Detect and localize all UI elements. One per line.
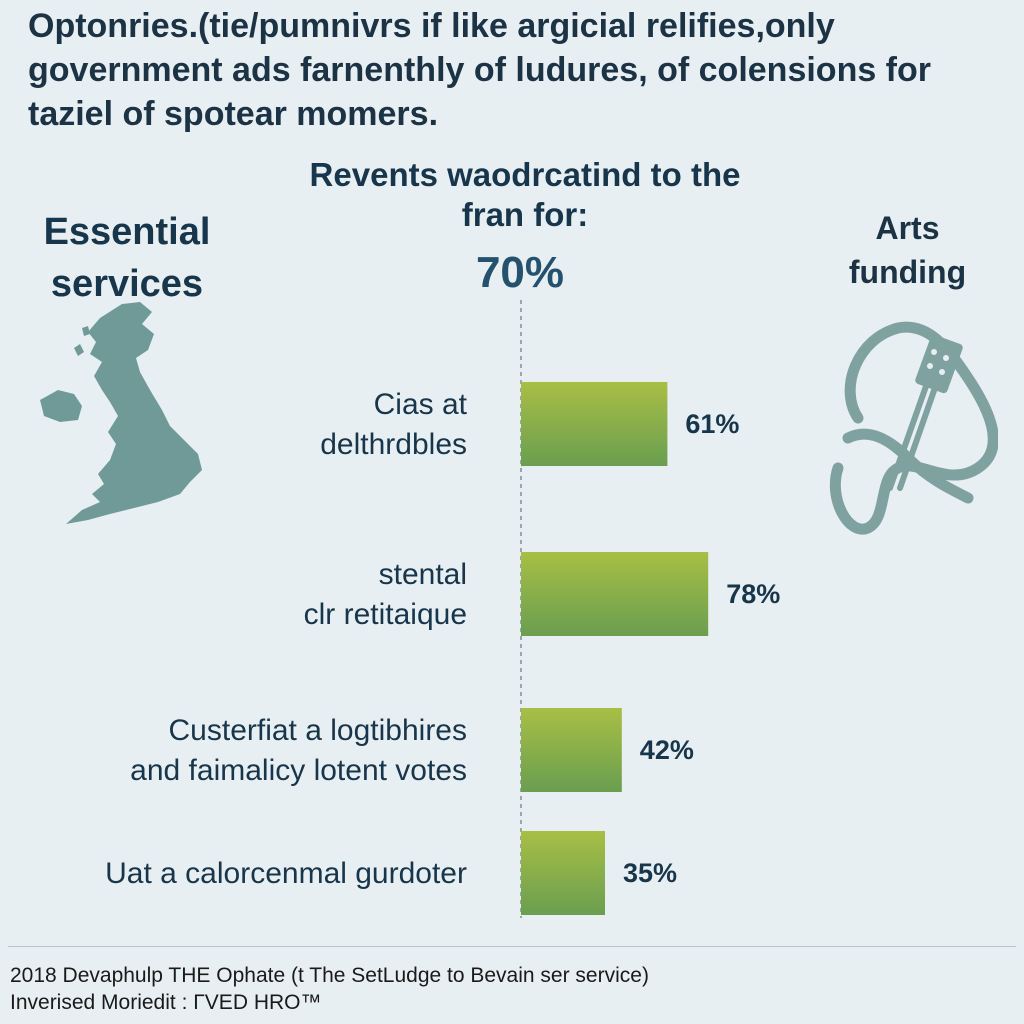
guitar-icon	[829, 321, 998, 535]
footer-credit-line: Inverised Moriedit : ΓVED HRO™	[10, 991, 322, 1014]
bar	[521, 831, 605, 915]
value-label: 42%	[640, 735, 694, 765]
footer-divider	[8, 946, 1016, 947]
headline: Optonries.(tie/pumnivrs if like argicial…	[28, 7, 932, 133]
category-label: Cias at delthrdbles	[320, 388, 467, 461]
value-label: 61%	[685, 409, 739, 439]
essential-services-label: Essential services	[43, 211, 211, 305]
footer-source-line: 2018 Devaphulp THE Ophate (t The SetLudg…	[10, 964, 649, 987]
uk-map-icon	[40, 302, 202, 524]
footer: 2018 Devaphulp THE Ophate (t The SetLudg…	[10, 962, 1010, 1016]
value-label: 78%	[726, 579, 780, 609]
bar	[521, 708, 622, 792]
headline-value: 70%	[475, 248, 565, 297]
bar	[521, 382, 668, 466]
bar	[521, 552, 709, 636]
category-label: Uat a calorcenmal gurdoter	[105, 857, 467, 890]
category-label: stental clr retitaique	[304, 558, 467, 631]
category-label: Custerfiat a logtibhires and faimalicy lo…	[130, 714, 467, 787]
arts-funding-label: Arts funding	[848, 210, 967, 290]
chart-subtitle: Revents waodrcatind to the fran for:	[309, 156, 741, 233]
value-label: 35%	[623, 858, 677, 888]
